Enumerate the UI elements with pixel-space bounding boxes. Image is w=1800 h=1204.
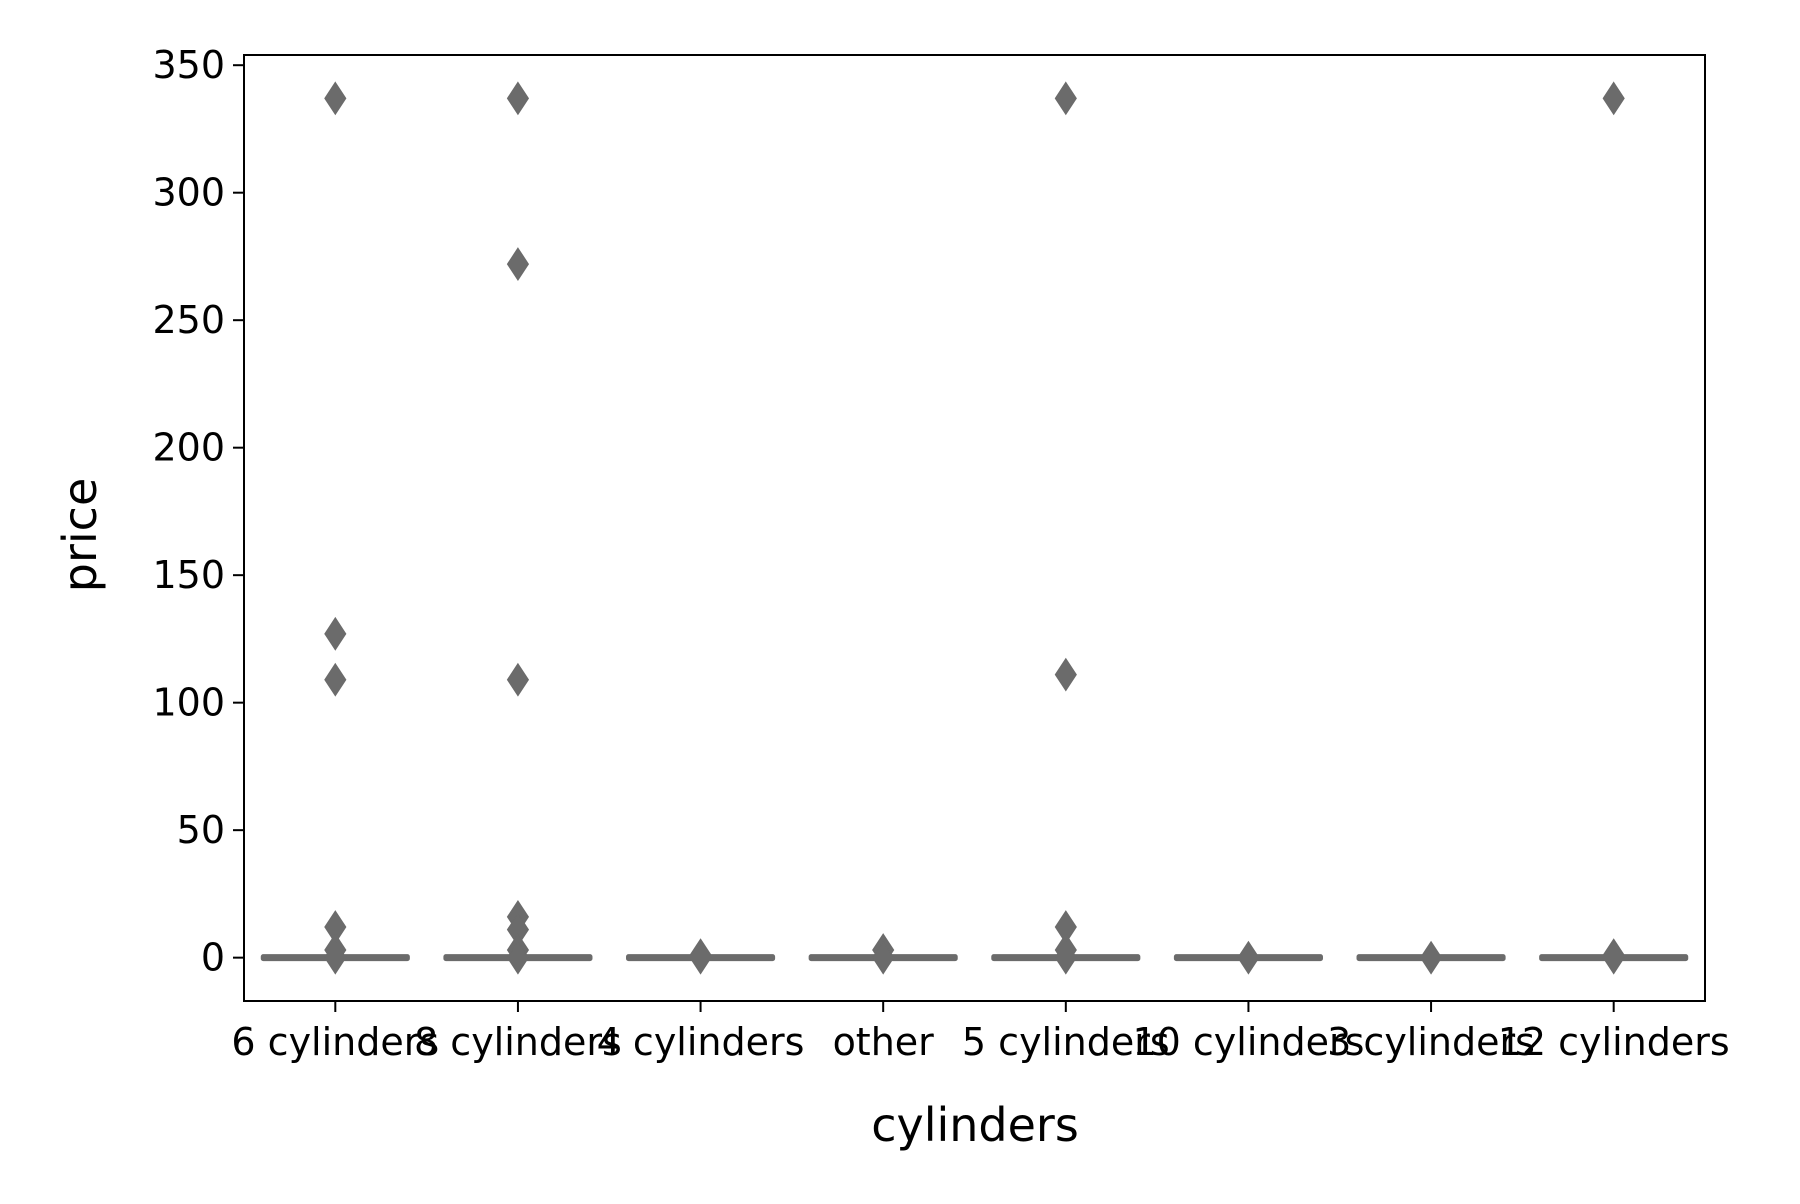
box-group [626, 938, 776, 975]
y-tick-label: 100 [152, 681, 225, 725]
y-tick-label: 300 [152, 171, 225, 215]
y-tick-label: 150 [152, 553, 225, 597]
box-group [1356, 940, 1506, 975]
y-tick-label: 50 [177, 808, 225, 852]
x-tick-label: 6 cylinders [231, 1020, 439, 1064]
box-group [991, 81, 1141, 975]
outlier-point [324, 940, 347, 975]
box-group [443, 81, 593, 975]
y-tick-label: 350 [152, 43, 225, 87]
box-group [808, 933, 958, 975]
outlier-point [506, 662, 530, 697]
box-group [1539, 81, 1689, 975]
x-tick-label: 8 cylinders [414, 1020, 622, 1064]
y-tick-label: 0 [201, 936, 225, 980]
outlier-point [1054, 940, 1077, 975]
y-tick-label: 200 [152, 426, 225, 470]
box-group [260, 81, 410, 975]
plot-frame [243, 54, 1706, 1002]
outlier-point [1602, 81, 1625, 116]
x-tick-label: 3 cylinders [1327, 1020, 1535, 1064]
x-tick-label: 12 cylinders [1498, 1020, 1730, 1064]
outlier-point [506, 81, 530, 116]
y-tick-label: 250 [152, 298, 225, 342]
x-tick-label: 4 cylinders [597, 1020, 805, 1064]
outlier-point [324, 81, 347, 116]
y-axis-title: price [53, 478, 107, 592]
outlier-point [324, 662, 347, 697]
y-axis: 0 50 100 150 200 250 300 350 [152, 43, 244, 980]
outlier-point [506, 940, 530, 975]
outlier-point [1054, 657, 1077, 692]
x-axis-title: cylinders [871, 1098, 1079, 1152]
x-tick-label: 5 cylinders [962, 1020, 1170, 1064]
x-tick-label: 10 cylinders [1132, 1020, 1364, 1064]
outlier-point [1054, 81, 1077, 116]
x-tick-label: other [833, 1020, 935, 1064]
box-group [1173, 940, 1323, 975]
plot-area [243, 54, 1706, 1002]
outlier-point [324, 616, 347, 651]
outlier-point [1237, 940, 1260, 975]
outlier-point [689, 940, 712, 975]
outlier-point [506, 247, 530, 282]
outlier-point [1419, 940, 1443, 975]
outlier-point [872, 940, 895, 975]
outlier-point [1602, 940, 1625, 975]
